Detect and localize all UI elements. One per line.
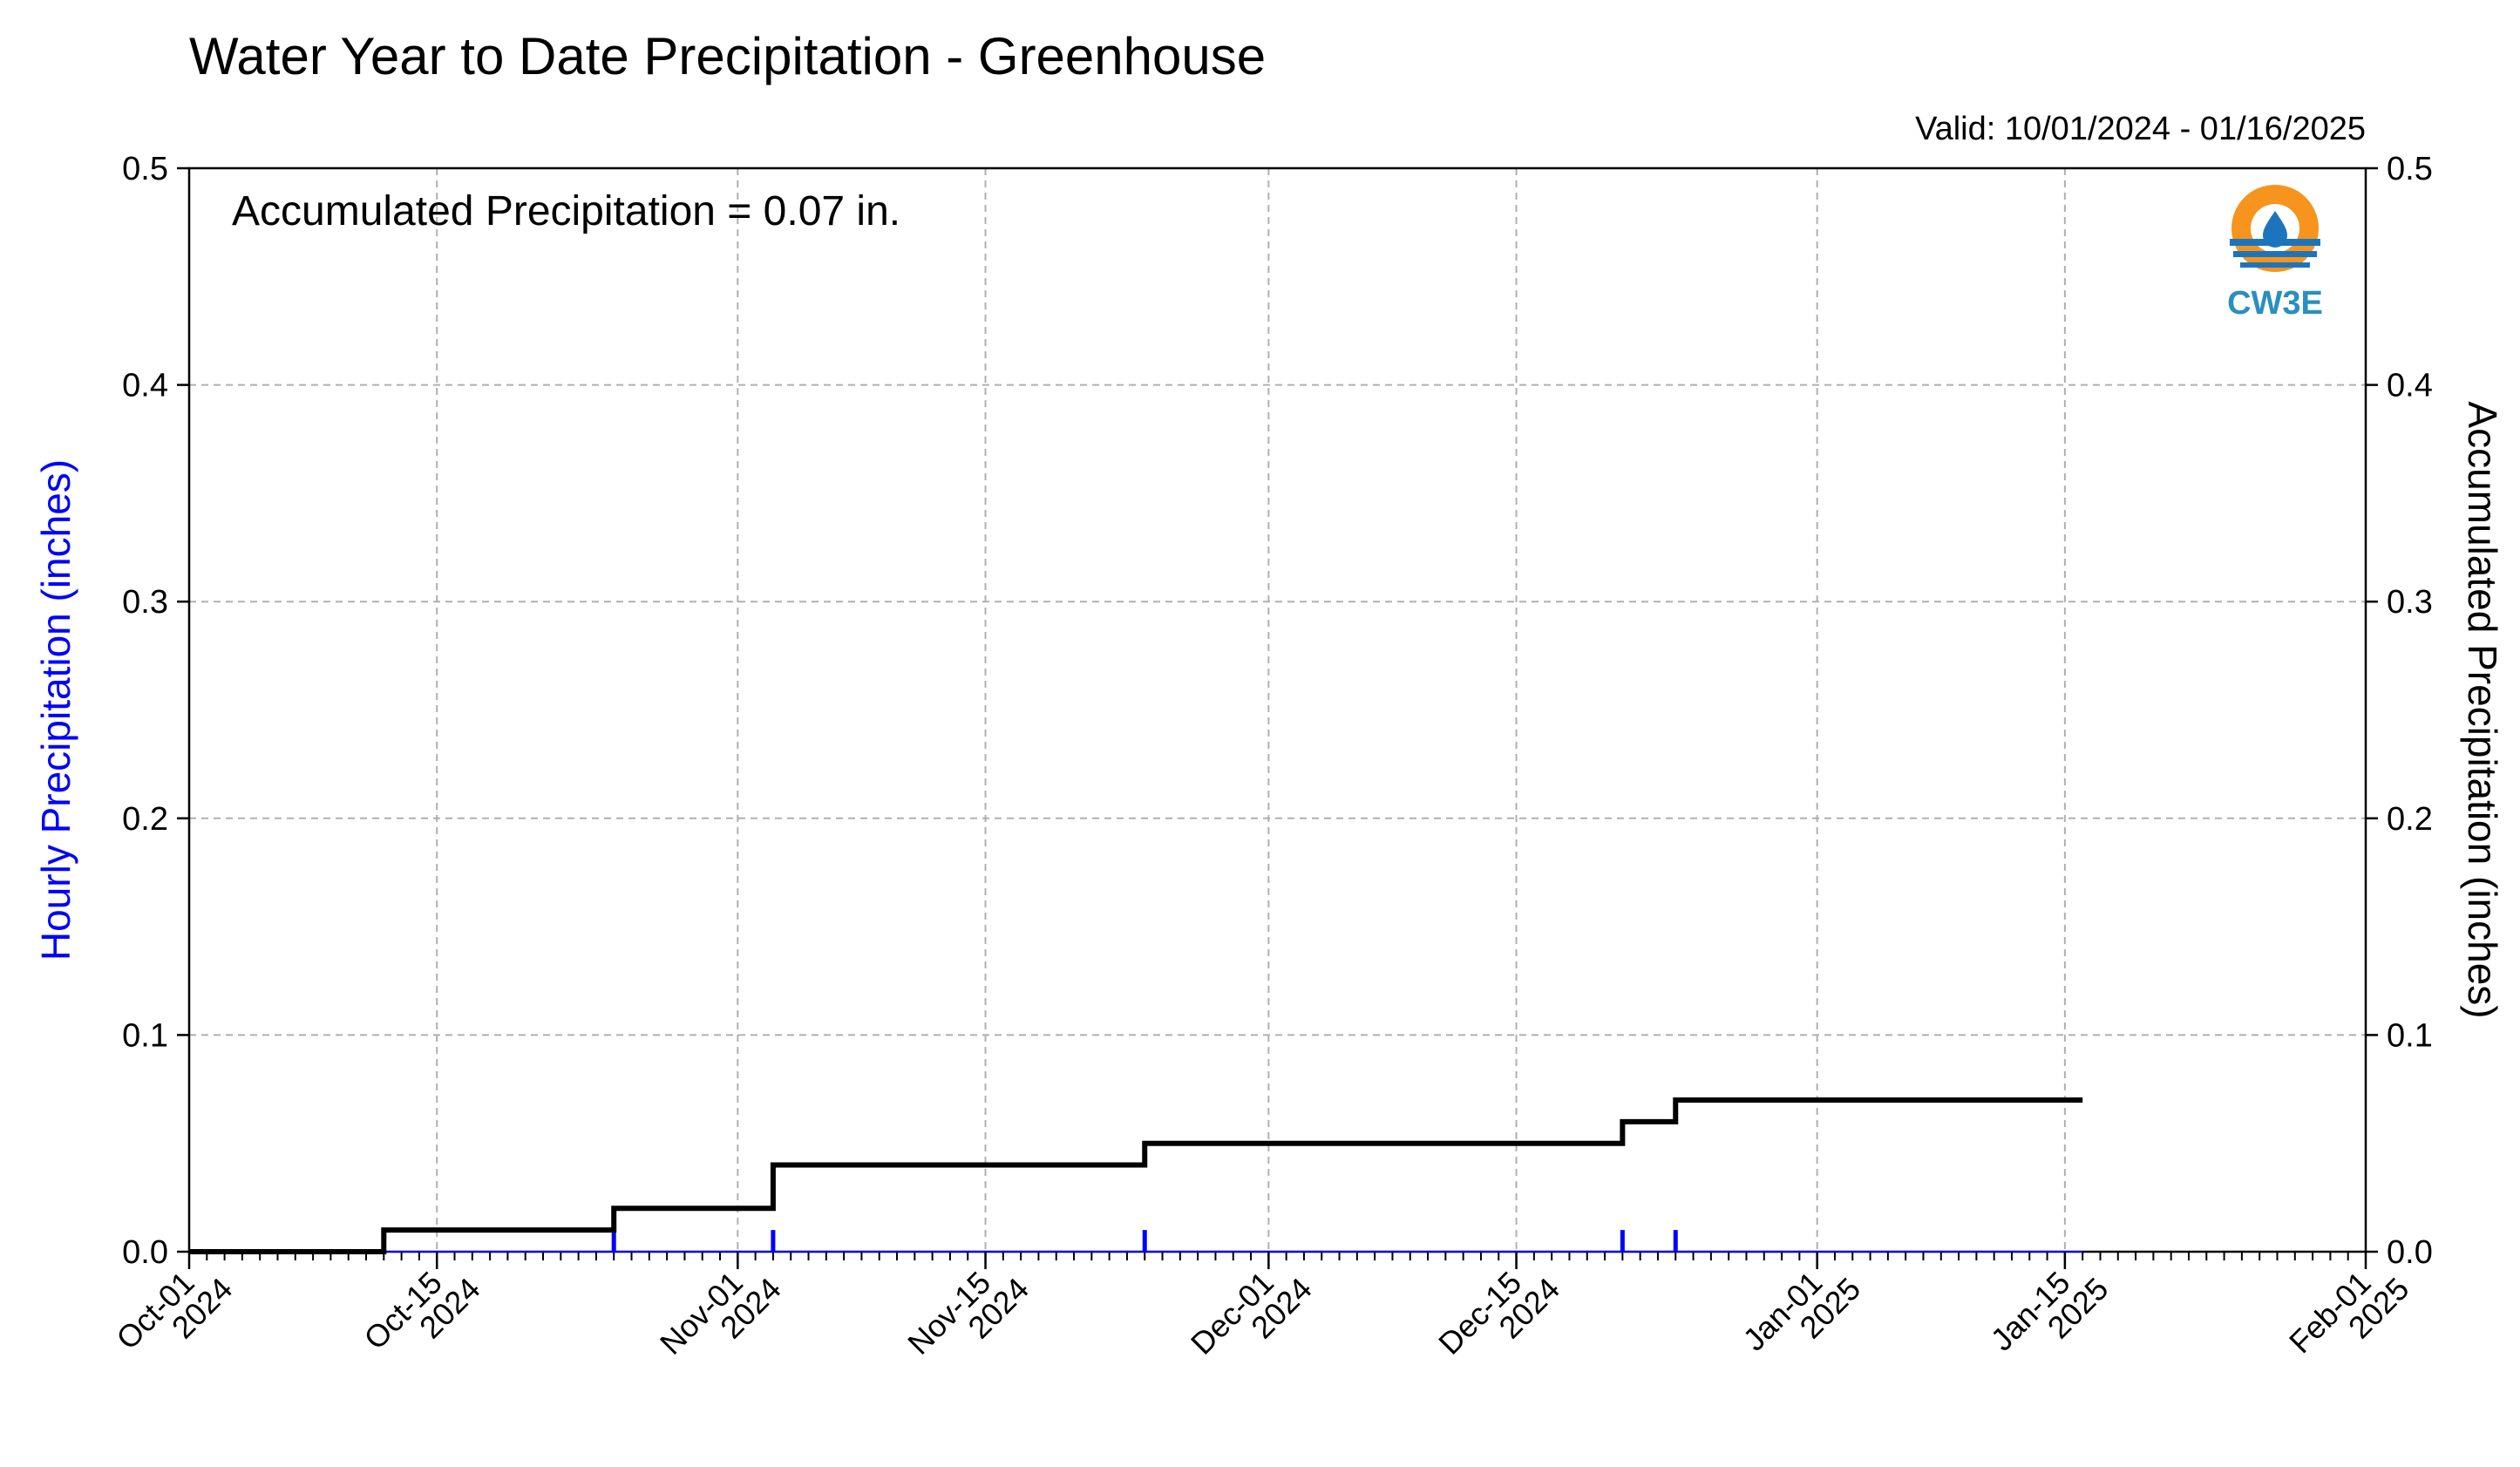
y-right-tick-label: 0.2 xyxy=(2387,801,2433,838)
accumulated-precip-line xyxy=(189,1100,2082,1252)
y-left-tick-label: 0.3 xyxy=(122,584,168,621)
y-left-tick-label: 0.1 xyxy=(122,1017,168,1054)
logo-wave-icon xyxy=(2230,239,2320,246)
y-axis-label-left: Hourly Precipitation (inches) xyxy=(33,459,78,961)
valid-date-range: Valid: 10/01/2024 - 01/16/2025 xyxy=(1915,111,2366,147)
y-right-tick-label: 0.5 xyxy=(2387,151,2433,187)
minor-ticks xyxy=(189,1252,2366,1260)
y-right-tick-label: 0.4 xyxy=(2387,368,2433,404)
plot-frame xyxy=(189,168,2366,1252)
y-left-tick-label: 0.2 xyxy=(122,801,168,838)
y-axis-label-right: Accumulated Precipitation (inches) xyxy=(2460,401,2505,1018)
hourly-precip-bars xyxy=(189,1230,2082,1252)
logo-text: CW3E xyxy=(2227,285,2323,322)
y-left-tick-label: 0.4 xyxy=(122,368,168,404)
y-left-tick-label: 0.5 xyxy=(122,151,168,187)
y-right-tick-label: 0.3 xyxy=(2387,584,2433,621)
accumulated-annotation: Accumulated Precipitation = 0.07 in. xyxy=(232,188,900,234)
cw3e-logo: CW3E xyxy=(2227,185,2323,322)
y-tick-labels: 0.0 0.0 0.1 0.1 0.2 0.2 0.3 0.3 0.4 0.4 0.5 0.5 xyxy=(122,151,2433,1271)
y-right-tick-label: 0.0 xyxy=(2387,1234,2433,1271)
y-right-tick-label: 0.1 xyxy=(2387,1017,2433,1054)
grid-lines xyxy=(189,168,2366,1252)
logo-wave-icon xyxy=(2233,251,2317,257)
chart-title: Water Year to Date Precipitation - Green… xyxy=(189,27,1266,85)
logo-wave-icon xyxy=(2240,262,2310,268)
y-left-tick-label: 0.0 xyxy=(122,1234,168,1271)
